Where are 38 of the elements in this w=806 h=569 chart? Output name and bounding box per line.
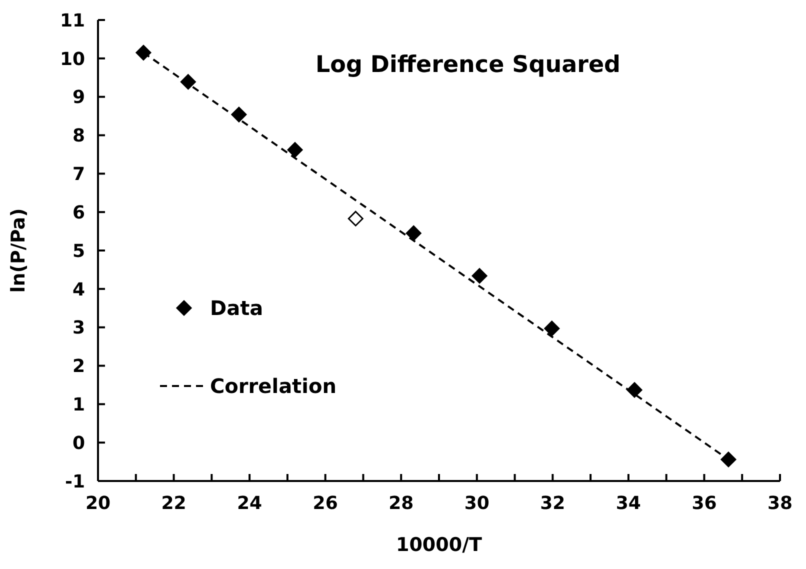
point bbox=[231, 106, 247, 122]
point bbox=[406, 225, 422, 241]
x-axis-title: 10000/T bbox=[396, 534, 482, 556]
x-tick-label: 32 bbox=[540, 492, 566, 514]
text: Log Difference Squared bbox=[314, 52, 622, 78]
x-tick-label: 36 bbox=[692, 492, 717, 514]
point bbox=[136, 44, 152, 60]
point bbox=[348, 210, 364, 226]
y-tick-label: 7 bbox=[72, 164, 85, 186]
y-tick-label: 11 bbox=[60, 10, 85, 32]
x-tick-label: 34 bbox=[616, 492, 641, 514]
x-tick-label: 26 bbox=[312, 492, 338, 514]
y-tick-label: 0 bbox=[72, 432, 85, 454]
y-tick-label: 1 bbox=[72, 394, 85, 416]
point bbox=[287, 142, 303, 158]
y-axis-title: ln(P/Pa) bbox=[8, 208, 30, 293]
y-tick-label: 8 bbox=[72, 126, 85, 147]
point bbox=[472, 268, 488, 284]
point bbox=[626, 382, 642, 398]
y-tick-label: 6 bbox=[72, 202, 85, 224]
y-tick-label: 2 bbox=[72, 356, 85, 378]
x-tick-label: 30 bbox=[464, 492, 490, 514]
y-tick-label: 10 bbox=[60, 48, 85, 70]
legend-label: Data bbox=[210, 296, 264, 320]
y-tick-label: 4 bbox=[72, 279, 85, 300]
x-tick-label: 22 bbox=[161, 492, 186, 514]
y-tick-label: 9 bbox=[72, 87, 85, 108]
point bbox=[720, 452, 736, 468]
x-tick-label: 28 bbox=[388, 492, 414, 514]
x-tick-label: 24 bbox=[237, 492, 262, 514]
x-tick-label: 38 bbox=[767, 492, 793, 514]
y-tick-label: 5 bbox=[72, 240, 85, 262]
legend-label: Correlation bbox=[210, 374, 336, 398]
x-tick-label: 20 bbox=[85, 492, 111, 514]
point bbox=[544, 320, 560, 336]
y-tick-label: 3 bbox=[72, 318, 85, 339]
point bbox=[180, 74, 196, 90]
y-tick-label: -1 bbox=[65, 471, 85, 492]
